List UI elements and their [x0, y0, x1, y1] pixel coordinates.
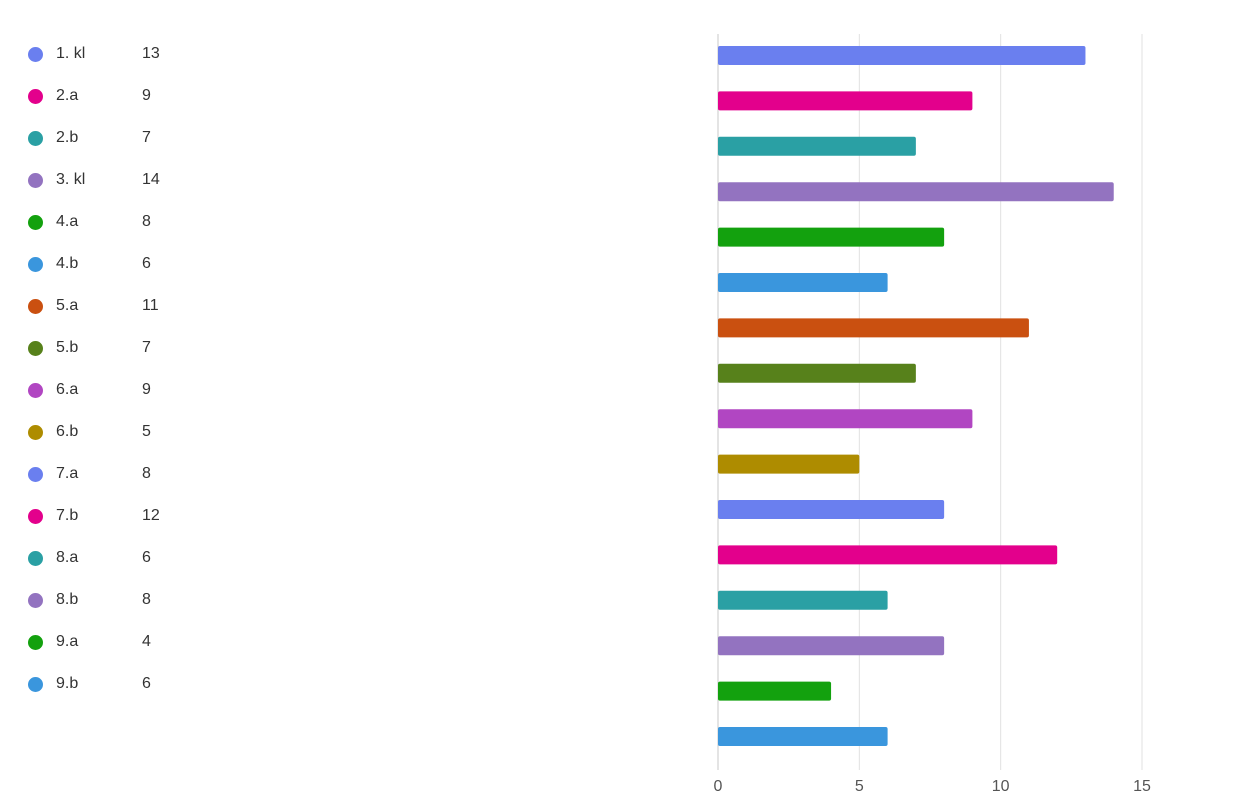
legend-label: 8.b — [56, 591, 79, 608]
legend-label: 9.a — [56, 633, 79, 650]
legend-value: 6 — [142, 549, 151, 566]
legend-item[interactable]: 5.b 7 — [28, 338, 228, 380]
legend-item[interactable]: 6.a 9 — [28, 380, 228, 422]
legend-item[interactable]: 8.b 8 — [28, 590, 228, 632]
legend-label: 5.b — [56, 339, 79, 356]
legend-item[interactable]: 8.a 6 — [28, 548, 228, 590]
legend-value: 13 — [142, 45, 160, 62]
legend-color-dot — [28, 383, 43, 398]
bar-9-b[interactable] — [718, 727, 888, 746]
legend-item[interactable]: 5.a 11 — [28, 296, 228, 338]
legend-value: 8 — [142, 213, 151, 230]
bar-8-a[interactable] — [718, 590, 888, 610]
legend-color-dot — [28, 131, 43, 146]
legend-value: 12 — [142, 507, 160, 524]
bar-6-a[interactable] — [718, 409, 973, 429]
legend-value: 9 — [142, 381, 151, 398]
legend-item[interactable]: 3. kl 14 — [28, 170, 228, 212]
bar-7-b[interactable] — [718, 545, 1058, 565]
legend-value: 5 — [142, 423, 151, 440]
legend-color-dot — [28, 215, 43, 230]
legend-value: 6 — [142, 255, 151, 272]
bar-9-a[interactable] — [718, 681, 832, 701]
x-tick-label: 5 — [855, 778, 864, 795]
bar-8-b[interactable] — [718, 636, 945, 656]
legend-color-dot — [28, 257, 43, 272]
legend-value: 8 — [142, 465, 151, 482]
bar-6-b[interactable] — [718, 454, 860, 474]
bar-5-a[interactable] — [718, 318, 1029, 338]
legend-label: 1. kl — [56, 45, 86, 62]
legend-color-dot — [28, 173, 43, 188]
bar-4-a[interactable] — [718, 227, 945, 247]
legend-item[interactable]: 2.b 7 — [28, 128, 228, 170]
legend-color-dot — [28, 677, 43, 692]
legend-label: 6.a — [56, 381, 79, 398]
legend-color-dot — [28, 593, 43, 608]
legend-color-dot — [28, 299, 43, 314]
legend-value: 7 — [142, 129, 151, 146]
legend-item[interactable]: 4.b 6 — [28, 254, 228, 296]
legend-color-dot — [28, 425, 43, 440]
legend-item[interactable]: 6.b 5 — [28, 422, 228, 464]
legend-item[interactable]: 7.b 12 — [28, 506, 228, 548]
legend-label: 4.b — [56, 255, 79, 272]
legend-item[interactable]: 7.a 8 — [28, 464, 228, 506]
bar-2-a[interactable] — [718, 91, 973, 111]
legend-value: 7 — [142, 339, 151, 356]
legend-color-dot — [28, 89, 43, 104]
bar-3-kl[interactable] — [718, 182, 1114, 202]
legend-color-dot — [28, 47, 43, 62]
legend-item[interactable]: 4.a 8 — [28, 212, 228, 254]
legend-color-dot — [28, 341, 43, 356]
bar-2-b[interactable] — [718, 136, 916, 156]
legend-label: 4.a — [56, 213, 79, 230]
bar-1-kl[interactable] — [718, 46, 1086, 65]
legend-label: 5.a — [56, 297, 79, 314]
legend-label: 2.a — [56, 87, 79, 104]
legend-color-dot — [28, 467, 43, 482]
legend-item[interactable]: 9.a 4 — [28, 632, 228, 674]
legend-color-dot — [28, 635, 43, 650]
x-tick-label: 15 — [1133, 778, 1151, 795]
x-tick-label: 10 — [992, 778, 1010, 795]
legend-label: 8.a — [56, 549, 79, 566]
legend-value: 6 — [142, 675, 151, 692]
bar-4-b[interactable] — [718, 273, 888, 292]
legend-value: 11 — [142, 297, 159, 314]
bar-5-b[interactable] — [718, 363, 916, 383]
legend-color-dot — [28, 551, 43, 566]
legend-label: 2.b — [56, 129, 79, 146]
legend-value: 4 — [142, 633, 151, 650]
legend-label: 7.a — [56, 465, 79, 482]
legend-label: 9.b — [56, 675, 79, 692]
legend-color-dot — [28, 509, 43, 524]
chart-legend: 1. kl 13 2.a 9 2.b 7 3. kl 14 4.a 8 4.b 6 5.a 11 5.b 7 6… — [28, 44, 228, 716]
legend-value: 9 — [142, 87, 151, 104]
legend-item[interactable]: 2.a 9 — [28, 86, 228, 128]
legend-label: 7.b — [56, 507, 79, 524]
legend-value: 14 — [142, 171, 160, 188]
legend-item[interactable]: 9.b 6 — [28, 674, 228, 716]
legend-label: 6.b — [56, 423, 79, 440]
legend-item[interactable]: 1. kl 13 — [28, 44, 228, 86]
x-tick-label: 0 — [714, 778, 723, 795]
legend-label: 3. kl — [56, 171, 86, 188]
legend-value: 8 — [142, 591, 151, 608]
bar-7-a[interactable] — [718, 500, 945, 519]
